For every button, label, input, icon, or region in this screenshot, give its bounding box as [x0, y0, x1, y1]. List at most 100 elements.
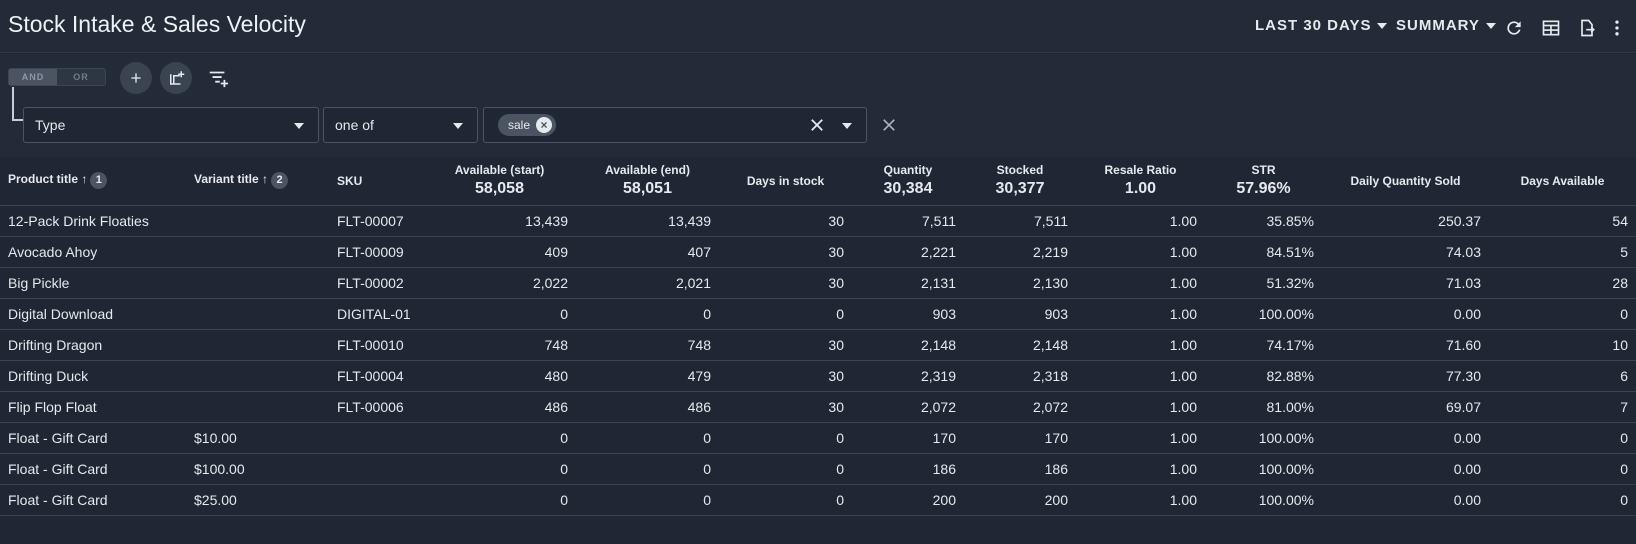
cell-available-start: 0 — [423, 453, 576, 485]
column-header-resale-ratio[interactable]: Resale Ratio 1.00 — [1076, 157, 1205, 206]
cell-available-start: 480 — [423, 360, 576, 392]
cell-variant-title — [186, 236, 329, 268]
table-row[interactable]: 12-Pack Drink Floaties FLT-00007 13,439 13,… — [0, 205, 1636, 237]
column-header-daily-quantity-sold[interactable]: Daily Quantity Sold — [1322, 157, 1489, 206]
cell-days-in-stock: 0 — [719, 298, 852, 330]
cell-available-start: 486 — [423, 391, 576, 423]
filter-add-icon[interactable] — [206, 66, 230, 90]
cell-variant-title — [186, 360, 329, 392]
cell-days-available: 10 — [1489, 329, 1636, 361]
clear-values-icon[interactable] — [808, 116, 826, 137]
cell-str: 100.00% — [1205, 453, 1322, 485]
cell-sku: FLT-00002 — [329, 267, 423, 299]
column-header-available-end[interactable]: Available (end) 58,051 — [576, 157, 719, 206]
sort-order-badge: 2 — [271, 172, 289, 190]
cell-resale-ratio: 1.00 — [1076, 453, 1205, 485]
chevron-down-icon — [1377, 22, 1388, 29]
cell-available-end: 2,021 — [576, 267, 719, 299]
column-label: STR — [1251, 163, 1276, 178]
cell-days-available: 28 — [1489, 267, 1636, 299]
filter-field-select[interactable]: Type — [23, 107, 319, 143]
cell-variant-title: $25.00 — [186, 484, 329, 516]
cell-sku: FLT-00010 — [329, 329, 423, 361]
cell-days-available: 6 — [1489, 360, 1636, 392]
column-total: 58,058 — [475, 180, 524, 198]
cell-days-in-stock: 30 — [719, 205, 852, 237]
cell-variant-title — [186, 391, 329, 423]
cell-str: 82.88% — [1205, 360, 1322, 392]
column-label: Quantity — [883, 163, 933, 178]
cell-stocked: 170 — [964, 422, 1076, 454]
column-header-sku[interactable]: SKU — [329, 157, 423, 206]
cell-str: 81.00% — [1205, 391, 1322, 423]
date-range-dropdown[interactable]: LAST 30 DAYS — [1255, 17, 1388, 34]
view-label: SUMMARY — [1396, 17, 1480, 34]
column-header-stocked[interactable]: Stocked 30,377 — [964, 157, 1076, 206]
remove-filter-icon[interactable] — [880, 116, 898, 139]
table-row[interactable]: Float - Gift Card $10.00 0 0 0 170 170 1.00 100.… — [0, 422, 1636, 454]
column-header-days-in-stock[interactable]: Days in stock — [719, 157, 852, 206]
chip-remove-icon[interactable]: × — [536, 117, 553, 133]
column-label: Days Available — [1520, 173, 1605, 188]
cell-sku — [329, 484, 423, 516]
cell-daily-quantity-sold: 0.00 — [1322, 298, 1489, 330]
cell-resale-ratio: 1.00 — [1076, 298, 1205, 330]
table-row[interactable]: Float - Gift Card $25.00 0 0 0 200 200 1.00 100.… — [0, 484, 1636, 516]
filter-values-input[interactable]: sale × — [483, 107, 867, 143]
add-group-button[interactable] — [160, 62, 192, 94]
refresh-icon[interactable] — [1502, 16, 1526, 40]
cell-variant-title — [186, 329, 329, 361]
page-title: Stock Intake & Sales Velocity — [8, 11, 306, 37]
filter-operator-select[interactable]: one of — [323, 107, 478, 143]
cell-resale-ratio: 1.00 — [1076, 484, 1205, 516]
column-label: Product title — [8, 172, 79, 187]
cell-days-available: 5 — [1489, 236, 1636, 268]
table-row[interactable]: Flip Flop Float FLT-00006 486 486 30 2,072 2,0… — [0, 391, 1636, 423]
cell-product-title: Float - Gift Card — [0, 453, 186, 485]
table-row[interactable]: Digital Download DIGITAL-01 0 0 0 903 903 1.00 1… — [0, 298, 1636, 330]
cell-product-title: Float - Gift Card — [0, 422, 186, 454]
cell-variant-title — [186, 267, 329, 299]
cell-days-in-stock: 30 — [719, 267, 852, 299]
cell-variant-title — [186, 298, 329, 330]
cell-resale-ratio: 1.00 — [1076, 329, 1205, 361]
column-header-quantity[interactable]: Quantity 30,384 — [852, 157, 964, 206]
cell-available-start: 13,439 — [423, 205, 576, 237]
column-header-str[interactable]: STR 57.96% — [1205, 157, 1322, 206]
column-label: Days in stock — [746, 173, 825, 188]
cell-days-in-stock: 0 — [719, 484, 852, 516]
sort-order-badge: 1 — [90, 172, 108, 190]
cell-days-in-stock: 30 — [719, 391, 852, 423]
and-option[interactable]: AND — [9, 69, 57, 85]
export-icon[interactable] — [1575, 16, 1599, 40]
more-vertical-icon[interactable] — [1605, 16, 1629, 40]
cell-quantity: 903 — [852, 298, 964, 330]
cell-sku: FLT-00009 — [329, 236, 423, 268]
cell-variant-title: $100.00 — [186, 453, 329, 485]
column-header-available-start[interactable]: Available (start) 58,058 — [423, 157, 576, 206]
or-option[interactable]: OR — [73, 72, 89, 82]
cell-quantity: 2,221 — [852, 236, 964, 268]
column-header-variant-title[interactable]: Variant title ↑ 2 — [186, 157, 329, 206]
cell-resale-ratio: 1.00 — [1076, 267, 1205, 299]
column-label: Variant title — [194, 172, 259, 187]
cell-stocked: 2,318 — [964, 360, 1076, 392]
table-row[interactable]: Drifting Duck FLT-00004 480 479 30 2,319 2,318… — [0, 360, 1636, 392]
cell-str: 100.00% — [1205, 298, 1322, 330]
table-row[interactable]: Avocado Ahoy FLT-00009 409 407 30 2,221 2,219 1… — [0, 236, 1636, 268]
and-or-toggle[interactable]: AND OR — [8, 68, 106, 86]
table-row[interactable]: Float - Gift Card $100.00 0 0 0 186 186 1.00 100… — [0, 453, 1636, 485]
table-row[interactable]: Drifting Dragon FLT-00010 748 748 30 2,148 2,1… — [0, 329, 1636, 361]
cell-available-start: 2,022 — [423, 267, 576, 299]
column-header-days-available[interactable]: Days Available — [1489, 157, 1636, 206]
add-filter-button[interactable] — [120, 62, 152, 94]
filter-chip-label: sale — [508, 118, 531, 132]
chevron-down-icon[interactable] — [842, 123, 852, 129]
cell-daily-quantity-sold: 0.00 — [1322, 453, 1489, 485]
table-columns-icon[interactable] — [1539, 16, 1563, 40]
cell-days-available: 7 — [1489, 391, 1636, 423]
table-row[interactable]: Big Pickle FLT-00002 2,022 2,021 30 2,131 2,13… — [0, 267, 1636, 299]
view-dropdown[interactable]: SUMMARY — [1396, 17, 1496, 34]
column-header-product-title[interactable]: Product title ↑ 1 — [0, 157, 186, 206]
cell-stocked: 903 — [964, 298, 1076, 330]
